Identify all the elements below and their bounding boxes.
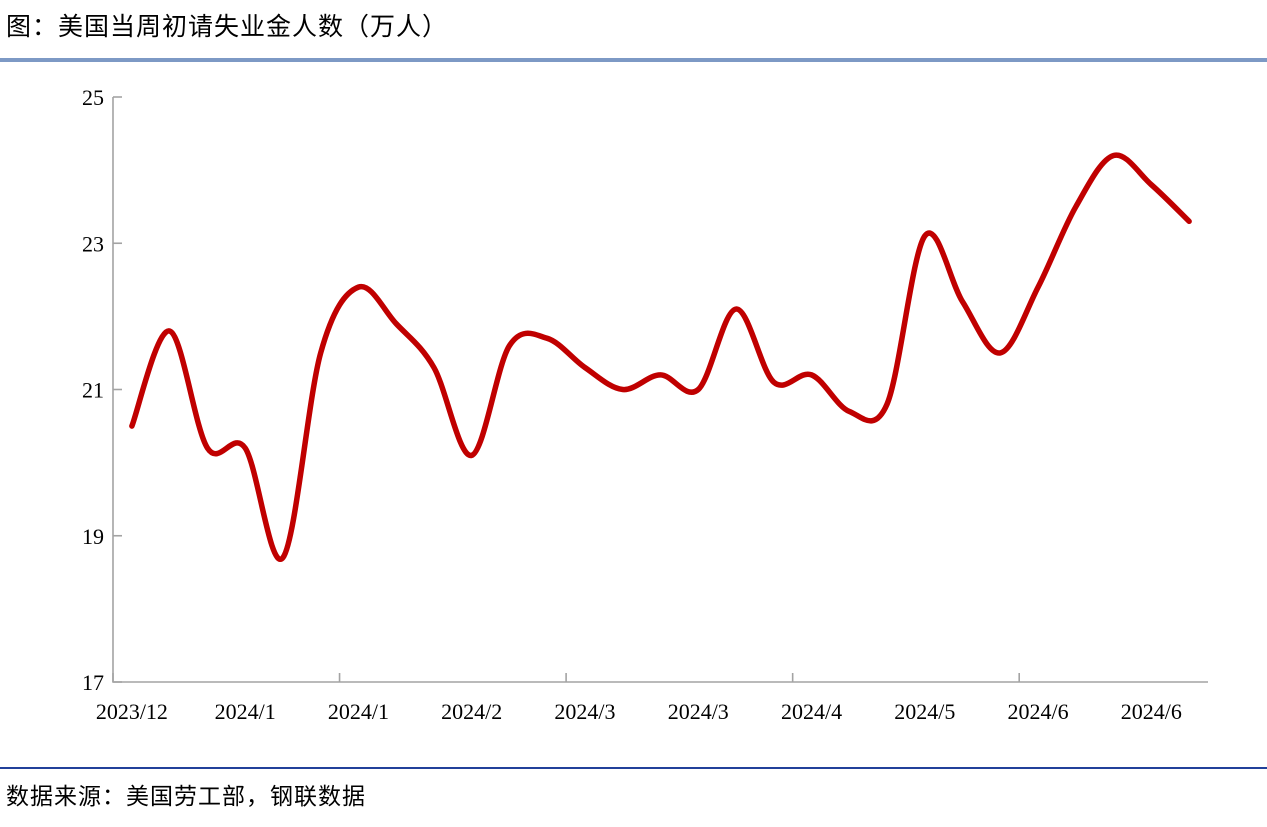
- x-axis-label: 2024/4: [781, 699, 842, 724]
- y-axis-label: 19: [82, 524, 104, 549]
- x-axis-label: 2024/5: [894, 699, 955, 724]
- page-title: 图：美国当周初请失业金人数（万人）: [6, 14, 449, 41]
- x-axis-label: 2024/6: [1121, 699, 1182, 724]
- y-axis-label: 25: [82, 85, 104, 110]
- y-axis-label: 17: [82, 670, 104, 695]
- bottom-divider: [0, 767, 1267, 769]
- y-axis-label: 21: [82, 378, 104, 403]
- x-axis-label: 2024/3: [554, 699, 615, 724]
- x-axis-label: 2024/1: [328, 699, 389, 724]
- x-axis-label: 2024/6: [1008, 699, 1069, 724]
- x-axis-label: 2024/3: [668, 699, 729, 724]
- x-axis-label: 2024/2: [441, 699, 502, 724]
- series-line-initial-jobless-claims: [129, 152, 1192, 563]
- top-divider: [0, 58, 1267, 62]
- data-source: 数据来源：美国劳工部，钢联数据: [6, 784, 366, 809]
- y-axis-label: 23: [82, 231, 104, 256]
- x-axis-label: 2023/12: [96, 699, 168, 724]
- x-axis-label: 2024/1: [215, 699, 276, 724]
- axis-line: [112, 97, 1208, 683]
